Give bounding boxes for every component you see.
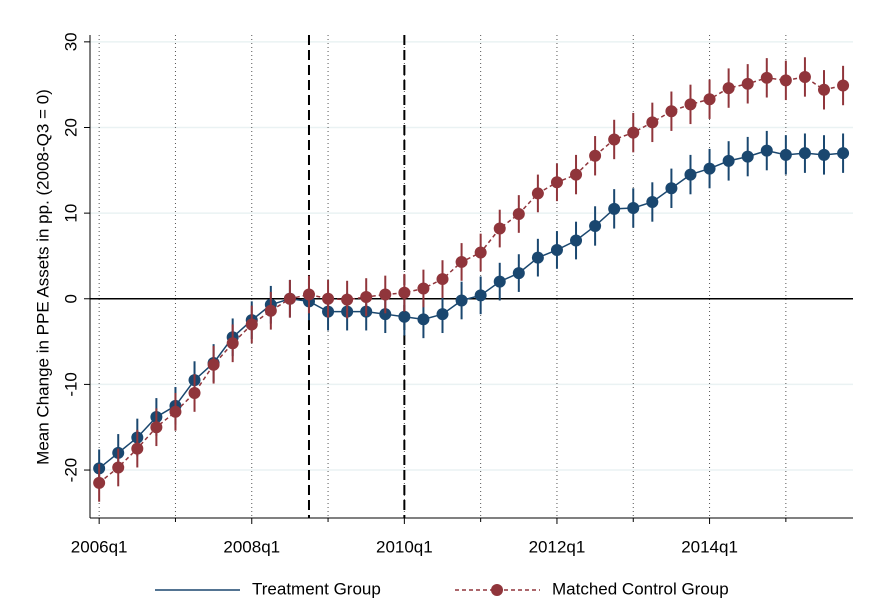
series-line	[98, 76, 844, 484]
point	[245, 318, 258, 331]
x-tick-label: 2010q1	[376, 537, 433, 556]
point	[703, 93, 716, 106]
y-tick-label: 20	[61, 118, 80, 137]
point	[474, 289, 487, 302]
point	[341, 293, 354, 306]
point	[455, 294, 468, 307]
point	[570, 234, 583, 247]
point	[512, 267, 525, 280]
point	[398, 310, 411, 323]
point	[93, 476, 106, 489]
point	[760, 71, 773, 84]
point	[570, 168, 583, 181]
point	[512, 207, 525, 220]
y-tick-label: 30	[61, 32, 80, 51]
point	[589, 219, 602, 232]
point	[379, 308, 392, 321]
point	[818, 148, 831, 161]
point	[379, 288, 392, 301]
point	[798, 70, 811, 83]
x-tick-label: 2006q1	[71, 537, 128, 556]
point	[417, 282, 430, 295]
point	[627, 126, 640, 139]
point	[360, 291, 373, 304]
point	[436, 273, 449, 286]
point	[741, 77, 754, 90]
point	[798, 147, 811, 160]
legend-label: Treatment Group	[252, 579, 381, 598]
point	[779, 148, 792, 161]
legend-label: Matched Control Group	[552, 579, 729, 598]
point	[608, 133, 621, 146]
y-tick-label: -10	[61, 372, 80, 397]
point	[722, 82, 735, 95]
point	[493, 275, 506, 288]
point	[646, 116, 659, 129]
point	[131, 442, 144, 455]
point	[150, 421, 163, 434]
point	[264, 304, 277, 317]
point	[550, 243, 563, 256]
x-tick-label: 2012q1	[529, 537, 586, 556]
point	[608, 202, 621, 215]
y-tick-label: -20	[61, 458, 80, 483]
legend-marker	[491, 584, 503, 596]
point	[207, 358, 220, 371]
point	[760, 144, 773, 157]
point	[474, 246, 487, 259]
point	[322, 292, 335, 305]
point	[837, 147, 850, 160]
point	[531, 251, 544, 264]
point	[741, 150, 754, 163]
point	[684, 168, 697, 181]
point	[283, 292, 296, 305]
point	[818, 83, 831, 96]
x-tick-label: 2008q1	[223, 537, 280, 556]
point	[493, 222, 506, 235]
point	[627, 201, 640, 214]
point	[779, 74, 792, 87]
point	[722, 154, 735, 167]
point	[398, 286, 411, 299]
point	[436, 308, 449, 321]
point	[112, 461, 125, 474]
point	[665, 105, 678, 118]
point	[665, 182, 678, 195]
point	[550, 176, 563, 189]
point	[837, 79, 850, 92]
point	[302, 288, 315, 301]
y-tick-label: 0	[61, 294, 80, 303]
point	[531, 187, 544, 200]
point	[188, 386, 201, 399]
point	[703, 162, 716, 175]
point	[684, 98, 697, 111]
point	[417, 313, 430, 326]
y-tick-label: 10	[61, 204, 80, 223]
y-axis-title: Mean Change in PPE Assets in pp. (2008-Q…	[33, 89, 52, 465]
point	[646, 195, 659, 208]
point	[589, 149, 602, 162]
point	[455, 255, 468, 268]
x-tick-label: 2014q1	[681, 537, 738, 556]
point	[169, 405, 182, 418]
point	[226, 337, 239, 350]
series-line	[98, 149, 844, 469]
